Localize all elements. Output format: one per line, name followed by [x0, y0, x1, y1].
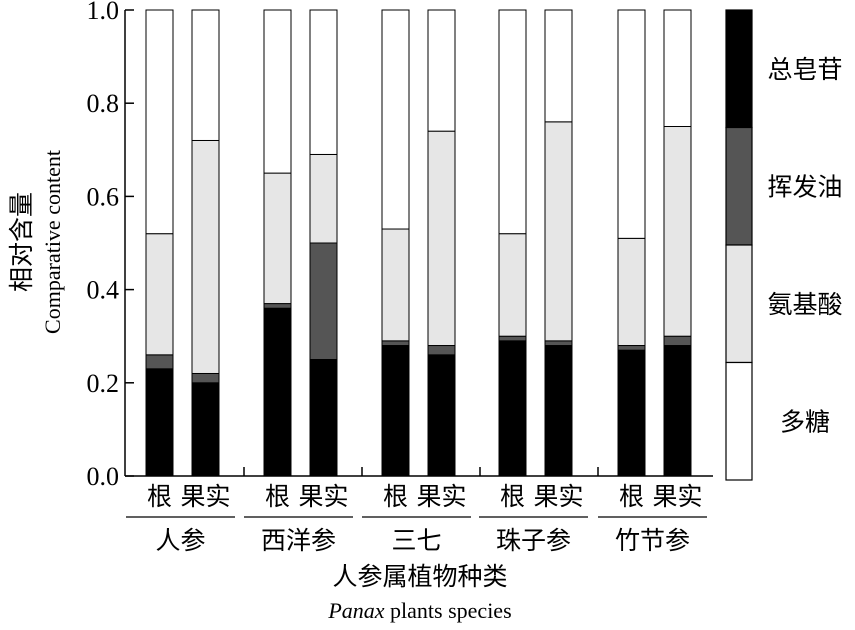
bar-segment — [381, 340, 410, 347]
bar-segment — [263, 9, 292, 174]
x-axis-title-cn: 人参属植物种类 — [332, 562, 507, 591]
x-axis: 根果实人参根 果实西洋参根 果实三七根 果实珠子参根 果实竹节参 — [125, 467, 713, 555]
bar-segment — [309, 242, 338, 360]
bar-segment — [498, 335, 527, 342]
x-part-label: 根 — [619, 482, 644, 511]
legend-label: 总皂苷 — [767, 55, 842, 84]
y-axis: 0.0 0.2 0.4 0.6 0.8 1.0 — [87, 0, 134, 491]
bar-segment — [663, 335, 692, 347]
bar-segment — [145, 354, 174, 370]
bar-segment — [498, 340, 527, 477]
bar-segment — [263, 307, 292, 477]
bar-segment — [544, 340, 573, 347]
legend-label: 氨基酸 — [767, 290, 842, 319]
y-tick-label: 0.6 — [87, 182, 120, 211]
bar-segment — [309, 153, 338, 244]
bar-segment — [263, 303, 292, 309]
bar-segment — [498, 233, 527, 337]
x-group-label: 西洋参 — [261, 526, 336, 555]
legend-swatch — [725, 361, 753, 481]
bar-segment — [427, 354, 456, 477]
x-part-label: 果实 — [652, 482, 702, 511]
bar-segment — [663, 9, 692, 127]
x-part-label: 果实 — [298, 482, 348, 511]
y-axis-title-cn: 相对含量 — [7, 192, 36, 292]
x-part-label: 根 — [383, 482, 408, 511]
x-group-label: 人参 — [155, 526, 205, 555]
x-axis-title-en-rest: plants species — [385, 598, 512, 623]
bar-segment — [427, 345, 456, 356]
y-tick-label: 0.4 — [87, 276, 120, 305]
bar-segment — [617, 9, 646, 239]
y-tick-label: 0.2 — [87, 369, 120, 398]
bar-segment — [617, 345, 646, 351]
y-tick-label: 1.0 — [87, 0, 120, 25]
bar-segment — [309, 359, 338, 477]
x-part-label: 果实 — [180, 482, 230, 511]
bar-segment — [381, 345, 410, 477]
bar-segment — [145, 233, 174, 356]
bar-segment — [263, 172, 292, 305]
bar-segment — [663, 126, 692, 337]
bar-segment — [381, 228, 410, 342]
bar-segment — [381, 9, 410, 230]
bar-segment — [191, 139, 220, 374]
bar-segment — [191, 382, 220, 477]
legend-swatch — [725, 126, 753, 246]
y-tick-label: 0.8 — [87, 89, 120, 118]
bar-segment — [145, 9, 174, 235]
bar-segment — [191, 372, 220, 384]
legend-swatch — [725, 9, 753, 129]
bar-segment — [309, 9, 338, 155]
x-group-label: 三七 — [391, 526, 441, 555]
x-group-label: 竹节参 — [615, 526, 690, 555]
x-axis-title-en-italic: Panax — [327, 598, 384, 623]
bar-segment — [663, 345, 692, 477]
x-part-label: 果实 — [533, 482, 583, 511]
x-part-label: 根 — [265, 482, 290, 511]
bar-segment — [191, 9, 220, 141]
x-part-label: 根 — [147, 482, 172, 511]
bar-segment — [498, 9, 527, 235]
bar-segment — [617, 237, 646, 347]
legend-label: 多糖 — [780, 407, 830, 436]
x-part-label: 根 — [500, 482, 525, 511]
y-axis-title-en: Comparative content — [40, 150, 65, 334]
x-axis-title-en: Panax plants species — [327, 598, 511, 623]
bar-segment — [145, 368, 174, 477]
x-group-label: 珠子参 — [496, 526, 571, 555]
x-part-label: 果实 — [416, 482, 466, 511]
bar-segment — [544, 121, 573, 342]
bar-segment — [617, 349, 646, 477]
bar-segment — [544, 345, 573, 477]
bar-segment — [427, 130, 456, 347]
legend-swatch — [725, 244, 753, 364]
bars — [145, 9, 692, 477]
legend-label: 挥发油 — [767, 172, 842, 201]
y-tick-label: 0.0 — [87, 462, 120, 491]
bar-segment — [427, 9, 456, 132]
bar-segment — [544, 9, 573, 123]
